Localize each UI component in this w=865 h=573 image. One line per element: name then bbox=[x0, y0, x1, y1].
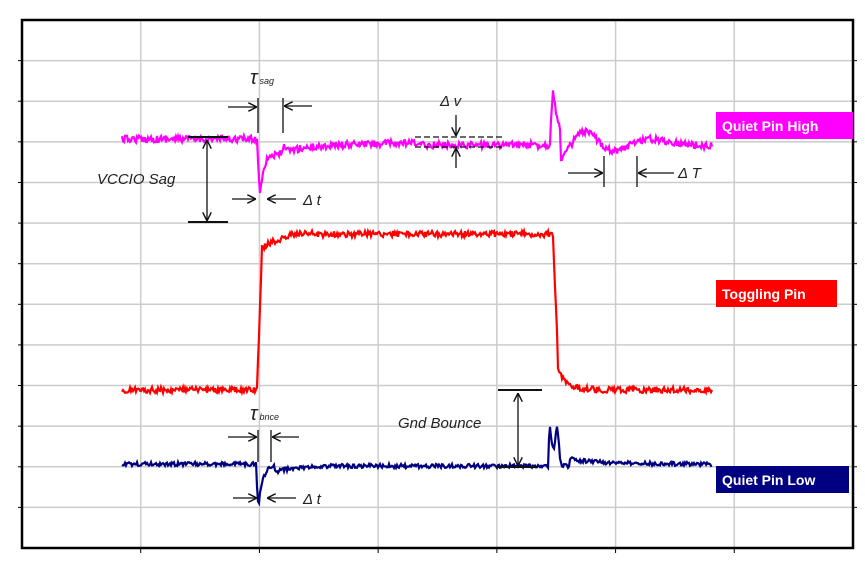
tau-sag-label: τ sag bbox=[250, 67, 274, 89]
quiet-pin-high-trace bbox=[120, 90, 714, 194]
delta-t-top-label: Δ t bbox=[302, 192, 322, 209]
tau-bnce-label: τ bnce bbox=[250, 403, 279, 425]
svg-text:Toggling Pin: Toggling Pin bbox=[722, 286, 806, 302]
delta-t-bottom-label: Δ t bbox=[302, 491, 322, 508]
vccio-sag-annotation bbox=[188, 136, 228, 223]
toggling-pin-trace bbox=[121, 226, 713, 398]
delta-v-label: Δ v bbox=[439, 93, 463, 110]
tau-bnce-annotation bbox=[228, 430, 299, 462]
delta-T-annotation bbox=[568, 156, 674, 187]
legend-quiet-pin-low: Quiet Pin Low bbox=[716, 466, 849, 493]
gnd-bounce-label: Gnd Bounce bbox=[398, 415, 481, 432]
plot-frame bbox=[20, 18, 855, 550]
svg-text:Quiet Pin Low: Quiet Pin Low bbox=[722, 472, 815, 488]
axis-ticks bbox=[18, 60, 857, 553]
legend-quiet-pin-high: Quiet Pin High bbox=[716, 112, 853, 139]
svg-text:Quiet Pin High: Quiet Pin High bbox=[722, 118, 818, 134]
legend-toggling-pin: Toggling Pin bbox=[716, 280, 837, 307]
vccio-sag-label: VCCIO Sag bbox=[97, 171, 176, 188]
tau-sag-annotation bbox=[228, 98, 312, 133]
delta-v-annotation bbox=[415, 115, 502, 168]
delta-T-label: Δ T bbox=[677, 165, 703, 182]
quiet-pin-low-trace bbox=[121, 426, 713, 507]
gnd-bounce-annotation bbox=[498, 389, 542, 468]
